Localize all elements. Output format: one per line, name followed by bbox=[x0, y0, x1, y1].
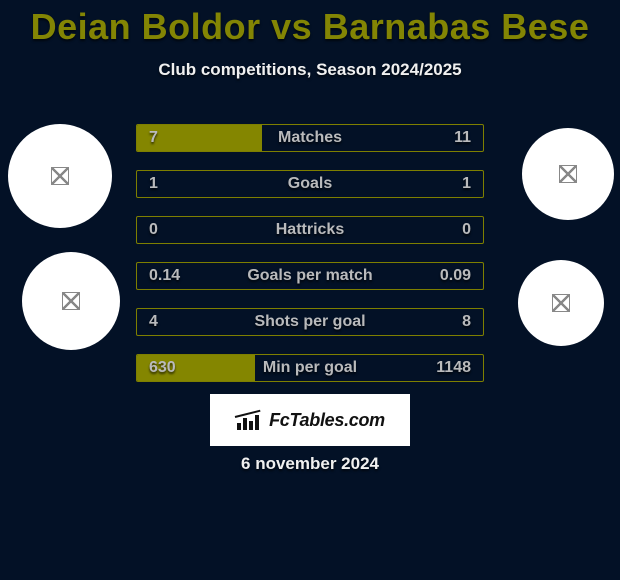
stat-value-right: 0 bbox=[462, 217, 471, 243]
broken-image-icon bbox=[62, 292, 80, 310]
stat-value-right: 1148 bbox=[436, 355, 471, 381]
player2-club-circle bbox=[518, 260, 604, 346]
stat-label: Goals bbox=[137, 171, 483, 197]
stat-label: Shots per goal bbox=[137, 309, 483, 335]
stat-label: Hattricks bbox=[137, 217, 483, 243]
fctables-logo-icon bbox=[235, 410, 261, 430]
stats-rows: 7Matches11 1Goals1 0Hattricks0 0.14Goals pe… bbox=[136, 124, 484, 400]
stat-row: 1Goals1 bbox=[136, 170, 484, 198]
stat-value-right: 1 bbox=[462, 171, 471, 197]
stat-value-right: 8 bbox=[462, 309, 471, 335]
stat-row: 0Hattricks0 bbox=[136, 216, 484, 244]
stat-row: 4Shots per goal8 bbox=[136, 308, 484, 336]
stat-row: 630Min per goal1148 bbox=[136, 354, 484, 382]
stat-row: 7Matches11 bbox=[136, 124, 484, 152]
snapshot-date: 6 november 2024 bbox=[0, 454, 620, 474]
stat-row: 0.14Goals per match0.09 bbox=[136, 262, 484, 290]
broken-image-icon bbox=[559, 165, 577, 183]
stat-value-right: 0.09 bbox=[440, 263, 471, 289]
player1-avatar-circle bbox=[8, 124, 112, 228]
stat-label: Matches bbox=[137, 125, 483, 151]
stat-label: Min per goal bbox=[137, 355, 483, 381]
stat-value-right: 11 bbox=[454, 125, 471, 151]
comparison-title: Deian Boldor vs Barnabas Bese bbox=[0, 0, 620, 48]
source-badge: FcTables.com bbox=[210, 394, 410, 446]
stat-label: Goals per match bbox=[137, 263, 483, 289]
player2-avatar-circle bbox=[522, 128, 614, 220]
source-badge-text: FcTables.com bbox=[269, 410, 385, 431]
broken-image-icon bbox=[51, 167, 69, 185]
comparison-subtitle: Club competitions, Season 2024/2025 bbox=[0, 60, 620, 80]
player1-club-circle bbox=[22, 252, 120, 350]
broken-image-icon bbox=[552, 294, 570, 312]
